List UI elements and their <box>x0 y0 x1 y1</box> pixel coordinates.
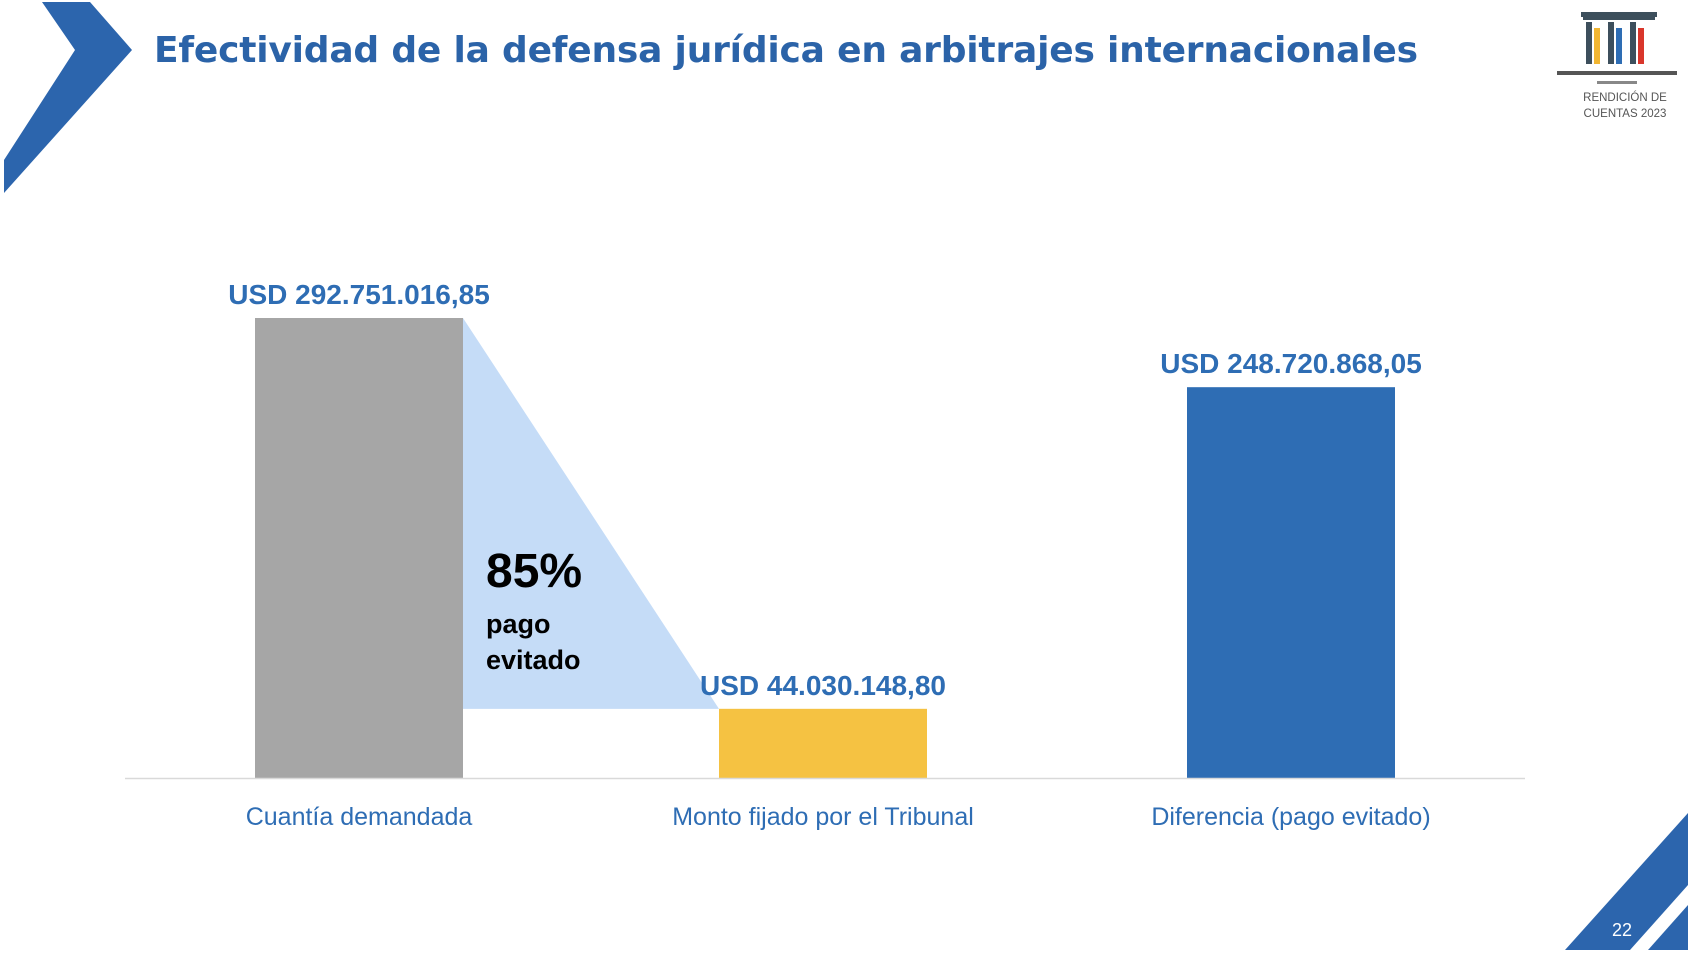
slide-title: Efectividad de la defensa jurídica en ar… <box>154 30 1418 71</box>
category-label-1: Cuantía demandada <box>246 803 473 831</box>
bar-value-label-1: USD 292.751.016,85 <box>228 279 490 310</box>
category-label-2: Monto fijado por el Tribunal <box>672 803 974 831</box>
avoided-payment-wedge <box>463 318 719 709</box>
page-number: 22 <box>1612 920 1633 940</box>
bar-3 <box>1187 387 1395 778</box>
category-label-3: Diferencia (pago evitado) <box>1151 803 1430 831</box>
corner-white-slash <box>1630 885 1688 950</box>
logo-caption: RENDICIÓN DE CUENTAS 2023 <box>1560 90 1688 122</box>
chart-marks: USD 292.751.016,85 USD 44.030.148,80 USD 2… <box>125 279 1525 831</box>
logo-caption-line1: RENDICIÓN DE <box>1583 92 1667 104</box>
avoided-percent-label: 85% <box>486 545 582 598</box>
bar-value-label-3: USD 248.720.868,05 <box>1160 348 1422 379</box>
corner-triangle-icon <box>1565 813 1688 950</box>
corner-chevron-icon <box>4 2 132 193</box>
avoided-caption-line2: evitado <box>486 645 581 675</box>
logo-caption-line2: CUENTAS 2023 <box>1583 108 1667 120</box>
bar-1 <box>255 318 463 778</box>
avoided-caption-line1: pago <box>486 609 551 639</box>
bar-2 <box>719 708 927 778</box>
bar-value-label-2: USD 44.030.148,80 <box>700 670 946 701</box>
institution-logo-icon <box>1557 12 1677 84</box>
